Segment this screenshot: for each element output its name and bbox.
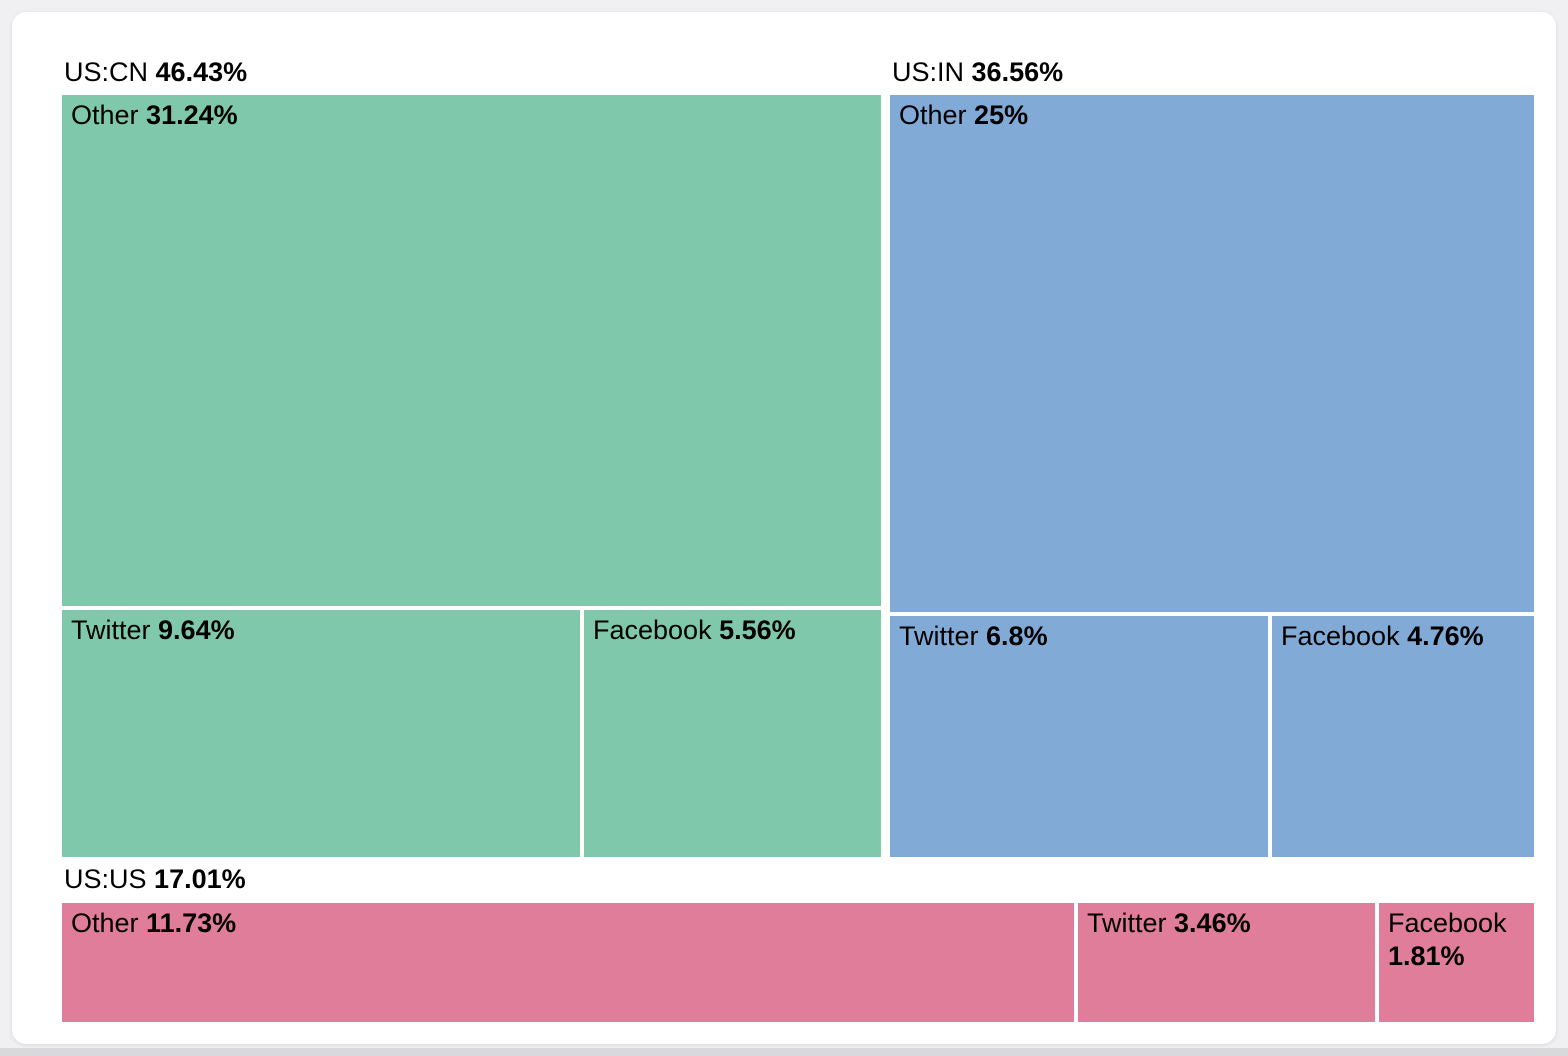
cell-name: Other bbox=[71, 100, 139, 130]
treemap-cell-us-us-twitter[interactable]: Twitter 3.46% bbox=[1078, 903, 1375, 1022]
group-percent: 17.01% bbox=[154, 864, 246, 894]
group-name: US:CN bbox=[64, 57, 149, 87]
cell-percent: 25% bbox=[974, 100, 1029, 130]
cell-name: Twitter bbox=[71, 615, 151, 645]
cell-name: Twitter bbox=[1087, 908, 1167, 938]
treemap-cell-us-in-facebook[interactable]: Facebook 4.76% bbox=[1272, 616, 1534, 857]
cell-name: Facebook bbox=[593, 615, 712, 645]
cell-percent: 9.64% bbox=[158, 615, 235, 645]
treemap-cell-us-in-other[interactable]: Other 25% bbox=[890, 95, 1534, 612]
window-bottom-edge bbox=[0, 1048, 1568, 1056]
cell-percent: 4.76% bbox=[1407, 621, 1484, 651]
group-name: US:US bbox=[64, 864, 147, 894]
cell-name: Facebook bbox=[1388, 908, 1507, 938]
treemap-cell-us-cn-twitter[interactable]: Twitter 9.64% bbox=[62, 610, 580, 857]
chart-card: US:CN 46.43% US:IN 36.56% US:US 17.01% O… bbox=[12, 12, 1556, 1044]
treemap-cell-us-us-other[interactable]: Other 11.73% bbox=[62, 903, 1074, 1022]
treemap-cell-us-us-facebook[interactable]: Facebook 1.81% bbox=[1379, 903, 1534, 1022]
cell-name: Twitter bbox=[899, 621, 979, 651]
group-name: US:IN bbox=[892, 57, 965, 87]
cell-percent: 1.81% bbox=[1388, 941, 1465, 971]
cell-name: Facebook bbox=[1281, 621, 1400, 651]
cell-percent: 31.24% bbox=[146, 100, 238, 130]
treemap-cell-us-cn-other[interactable]: Other 31.24% bbox=[62, 95, 881, 606]
cell-name: Other bbox=[899, 100, 967, 130]
treemap-cell-us-cn-facebook[interactable]: Facebook 5.56% bbox=[584, 610, 881, 857]
treemap-group-header-us-cn: US:CN 46.43% bbox=[64, 56, 247, 88]
cell-percent: 11.73% bbox=[146, 908, 237, 938]
cell-percent: 5.56% bbox=[719, 615, 796, 645]
group-percent: 36.56% bbox=[971, 57, 1064, 87]
group-percent: 46.43% bbox=[155, 57, 248, 87]
treemap-cell-us-in-twitter[interactable]: Twitter 6.8% bbox=[890, 616, 1268, 857]
cell-name: Other bbox=[71, 908, 139, 938]
treemap-group-header-us-in: US:IN 36.56% bbox=[892, 56, 1063, 88]
treemap-group-header-us-us: US:US 17.01% bbox=[64, 863, 246, 895]
cell-percent: 3.46% bbox=[1174, 908, 1251, 938]
cell-percent: 6.8% bbox=[986, 621, 1048, 651]
